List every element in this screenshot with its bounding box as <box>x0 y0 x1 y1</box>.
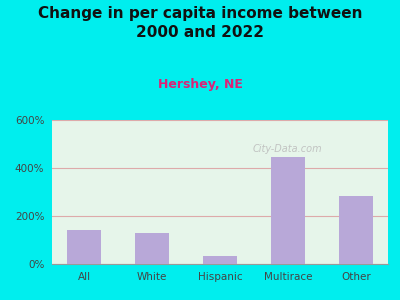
Text: Change in per capita income between
2000 and 2022: Change in per capita income between 2000… <box>38 6 362 40</box>
Bar <box>203 256 237 264</box>
Bar <box>339 196 373 264</box>
Bar <box>67 230 101 264</box>
Bar <box>271 157 305 264</box>
Bar <box>135 233 169 264</box>
Text: Hershey, NE: Hershey, NE <box>158 78 242 91</box>
Text: City-Data.com: City-Data.com <box>252 144 322 154</box>
